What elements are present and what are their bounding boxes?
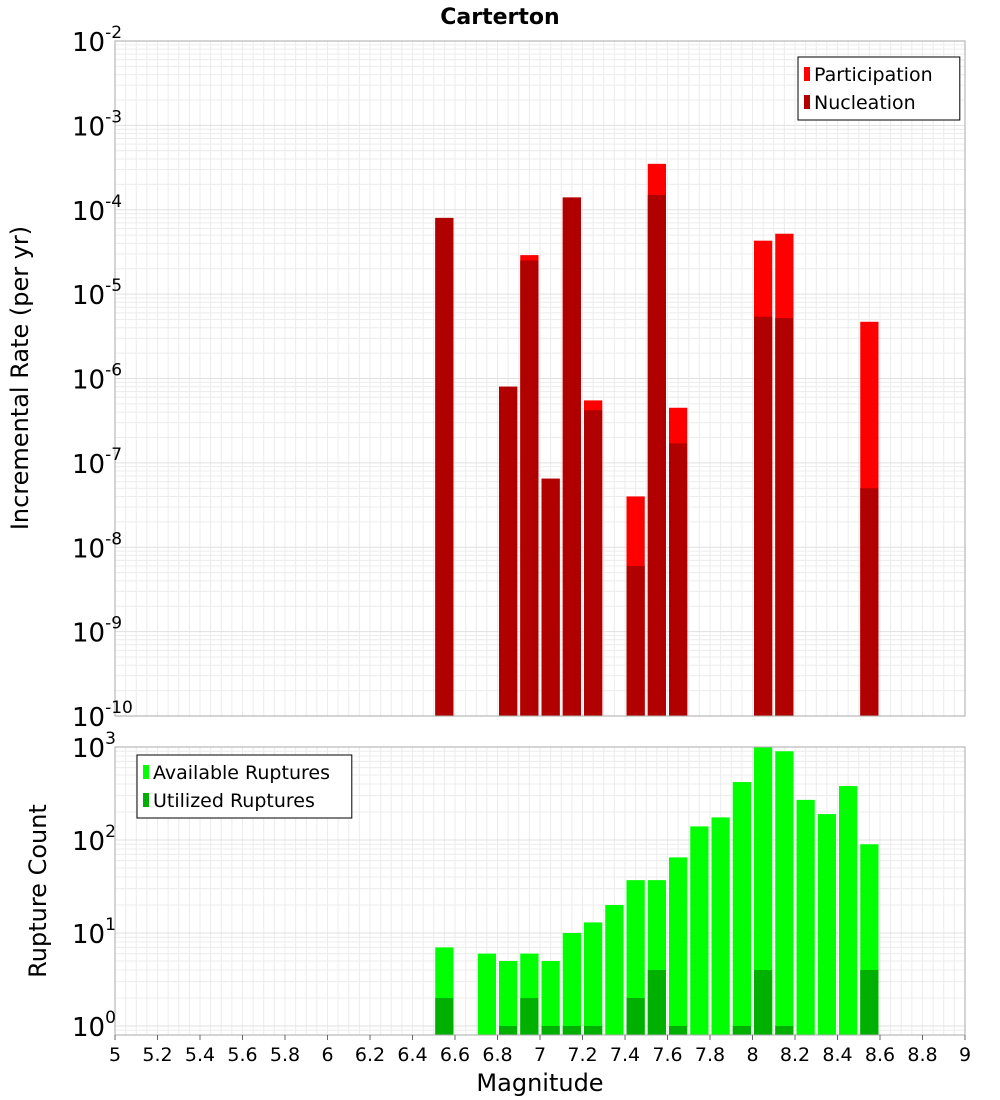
legend: Available Ruptures Utilized Ruptures bbox=[136, 754, 353, 819]
x-tick-label: 7.4 bbox=[610, 1044, 640, 1066]
count-bar-a bbox=[817, 814, 836, 1035]
legend-box bbox=[136, 754, 353, 819]
count-bar-a bbox=[796, 799, 815, 1035]
y-tick-label: 102 bbox=[72, 822, 116, 857]
count-bar-b bbox=[435, 997, 454, 1035]
y-tick-label: 103 bbox=[72, 729, 116, 764]
legend-box bbox=[797, 56, 961, 121]
x-tick-label: 6.6 bbox=[440, 1044, 470, 1066]
x-tick-label: 8.2 bbox=[780, 1044, 810, 1066]
x-tick-label: 8.8 bbox=[907, 1044, 937, 1066]
count-bar-b bbox=[499, 1025, 518, 1035]
rate-bar-b bbox=[520, 260, 539, 716]
series-utilized-ruptures bbox=[435, 969, 879, 1035]
count-bar-b bbox=[860, 969, 879, 1035]
rate-bar-b bbox=[647, 194, 666, 716]
count-bar-a bbox=[669, 857, 688, 1035]
legend-swatch bbox=[143, 765, 149, 779]
legend-label: Available Ruptures bbox=[153, 762, 330, 784]
x-tick-label: 5.2 bbox=[142, 1044, 172, 1066]
legend-label: Participation bbox=[814, 64, 933, 86]
y-axis-label: Incremental Rate (per yr) bbox=[6, 226, 34, 530]
count-bar-a bbox=[732, 782, 751, 1035]
count-bar-a bbox=[839, 786, 858, 1035]
legend-swatch bbox=[143, 793, 149, 807]
x-tick-label: 7 bbox=[534, 1044, 546, 1066]
count-bar-b bbox=[775, 1025, 794, 1035]
x-tick-label: 6.4 bbox=[397, 1044, 427, 1066]
count-bar-b bbox=[732, 1025, 751, 1035]
count-bar-a bbox=[477, 953, 496, 1035]
count-bar-a bbox=[690, 826, 709, 1035]
y-tick-label: 10-9 bbox=[72, 614, 122, 649]
x-tick-label: 5.6 bbox=[227, 1044, 257, 1066]
rate-bar-b bbox=[562, 197, 581, 717]
rate-bar-b bbox=[584, 410, 603, 716]
count-bar-b bbox=[669, 1025, 688, 1035]
count-bar-b bbox=[584, 1025, 603, 1035]
count-bar-a bbox=[499, 960, 518, 1035]
x-tick-label: 5.4 bbox=[185, 1044, 215, 1066]
legend-label: Utilized Ruptures bbox=[153, 790, 315, 812]
count-bar-a bbox=[605, 904, 624, 1035]
legend-swatch bbox=[804, 67, 810, 81]
y-tick-label: 101 bbox=[72, 915, 116, 950]
series-available-ruptures bbox=[435, 747, 879, 1035]
count-bar-a bbox=[541, 960, 560, 1035]
rate-bar-b bbox=[775, 318, 794, 716]
legend-label: Nucleation bbox=[814, 92, 916, 114]
x-tick-label: 5.8 bbox=[270, 1044, 300, 1066]
count-bar-a bbox=[562, 932, 581, 1035]
x-tick-label: 8.6 bbox=[865, 1044, 895, 1066]
rate-bar-b bbox=[754, 316, 773, 716]
x-tick-label: 8.4 bbox=[822, 1044, 852, 1066]
y-tick-label: 10-4 bbox=[72, 192, 122, 227]
y-tick-label: 10-2 bbox=[72, 23, 122, 58]
count-bar-a bbox=[584, 922, 603, 1035]
x-tick-label: 7.2 bbox=[567, 1044, 597, 1066]
legend: Participation Nucleation bbox=[797, 56, 961, 121]
chart-title: Carterton bbox=[440, 5, 559, 30]
x-tick-label: 9 bbox=[959, 1044, 971, 1066]
x-tick-label: 6 bbox=[321, 1044, 333, 1066]
x-axis-label: Magnitude bbox=[476, 1069, 603, 1097]
y-axis-label: Rupture Count bbox=[24, 804, 52, 978]
x-tick-label: 5 bbox=[109, 1044, 121, 1066]
rate-bar-b bbox=[669, 443, 688, 716]
rate-bar-b bbox=[626, 565, 645, 716]
y-tick-label: 10-10 bbox=[72, 698, 133, 733]
x-tick-label: 6.8 bbox=[482, 1044, 512, 1066]
count-bar-b bbox=[754, 969, 773, 1035]
y-tick-label: 10-3 bbox=[72, 107, 122, 142]
rate-bar-b bbox=[499, 386, 518, 716]
y-tick-label: 100 bbox=[72, 1008, 116, 1043]
count-bar-a bbox=[754, 747, 773, 1035]
y-tick-label: 10-7 bbox=[72, 445, 122, 480]
x-tick-label: 7.8 bbox=[695, 1044, 725, 1066]
series-nucleation bbox=[435, 194, 879, 717]
count-bar-b bbox=[520, 997, 539, 1035]
count-bar-a bbox=[626, 880, 645, 1035]
grid bbox=[115, 41, 965, 717]
count-bar-b bbox=[626, 997, 645, 1035]
y-tick-label: 10-8 bbox=[72, 529, 122, 564]
rate-plot: 10-10 10-9 10-8 10-7 10-6 10-5 10-4 10-3 10-2 Inc… bbox=[6, 23, 966, 733]
x-tick-label: 6.2 bbox=[355, 1044, 385, 1066]
rate-bar-b bbox=[860, 488, 879, 716]
count-bar-b bbox=[562, 1025, 581, 1035]
rate-bar-b bbox=[541, 478, 560, 716]
count-bar-a bbox=[711, 817, 730, 1035]
count-bar-a bbox=[775, 751, 794, 1035]
count-bar-b bbox=[647, 969, 666, 1035]
y-tick-label: 10-6 bbox=[72, 361, 122, 396]
plot-frame bbox=[114, 40, 966, 717]
x-tick-label: 8 bbox=[746, 1044, 758, 1066]
count-bar-b bbox=[541, 1025, 560, 1035]
y-tick-label: 10-5 bbox=[72, 276, 122, 311]
rate-bar-b bbox=[435, 217, 454, 716]
legend-swatch bbox=[804, 95, 810, 109]
x-tick-label: 7.6 bbox=[652, 1044, 682, 1066]
